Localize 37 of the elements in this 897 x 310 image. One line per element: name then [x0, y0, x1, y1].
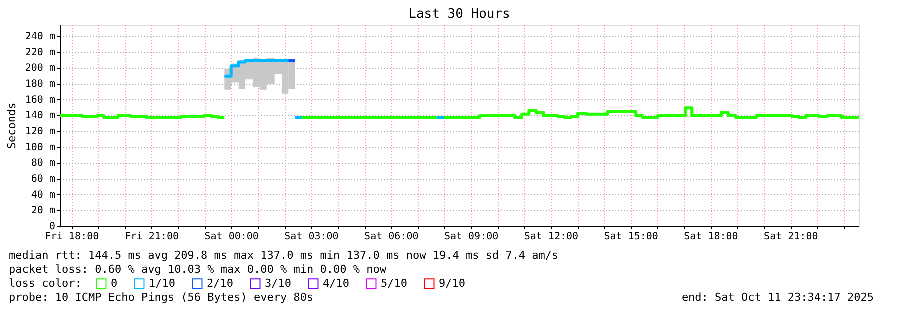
- y-tick-label: 40 m: [31, 190, 56, 201]
- y-axis-title: Seconds: [5, 102, 18, 150]
- legend-label: 2/10: [207, 276, 234, 290]
- text: end: Sat Oct 11 23:34:17 2025: [682, 291, 874, 304]
- y-tick-label: 240 m: [25, 32, 56, 43]
- y-tick-label: 80 m: [31, 158, 56, 170]
- x-tick-label: Sat 00:00: [204, 232, 259, 242]
- text: median rtt: 144.5 ms avg 209.8 ms max 137.0 ms min 137.0 ms now 19.4 ms sd 7.4 am/s: [9, 249, 559, 262]
- legend-label: 0: [111, 276, 118, 290]
- legend-label: 1/10: [149, 276, 176, 290]
- x-tick-label: Sat 15:00: [604, 232, 658, 242]
- y-tick-label: 60 m: [31, 174, 56, 186]
- x-tick-label: Sat 06:00: [364, 232, 419, 242]
- y-tick-label: 100 m: [25, 142, 56, 154]
- x-tick-label: Sat 09:00: [444, 232, 499, 242]
- y-tick-label: 0: [49, 222, 56, 232]
- y-tick-label: 120 m: [25, 126, 56, 138]
- legend-label: 4/10: [323, 276, 350, 290]
- text: probe: 10 ICMP Echo Pings (56 Bytes) every 80s: [9, 291, 314, 304]
- text: packet loss: 0.60 % avg 10.03 % max 0.00 % min 0.00 % now: [9, 263, 387, 276]
- y-tick-label: 160 m: [25, 94, 56, 106]
- legend-title: loss color:: [9, 277, 82, 290]
- x-tick-label: Sat 03:00: [284, 232, 339, 242]
- y-tick-label: 20 m: [31, 206, 56, 217]
- x-tick-label: Sat 21:00: [764, 232, 818, 242]
- y-tick-label: 140 m: [25, 110, 56, 122]
- chart-title: Last 30 Hours: [408, 7, 510, 22]
- legend-label: 5/10: [381, 276, 408, 290]
- x-tick-label: Sat 12:00: [524, 232, 579, 242]
- legend-label: 3/10: [265, 276, 292, 290]
- x-tick-label: Sat 18:00: [684, 232, 738, 242]
- x-tick-label: Fri 18:00: [44, 232, 100, 242]
- y-tick-label: 200 m: [25, 63, 56, 74]
- y-tick-label: 220 m: [25, 47, 56, 58]
- legend-label: 9/10: [439, 276, 466, 290]
- x-tick-label: Fri 21:00: [124, 232, 180, 242]
- y-tick-label: 180 m: [25, 79, 56, 90]
